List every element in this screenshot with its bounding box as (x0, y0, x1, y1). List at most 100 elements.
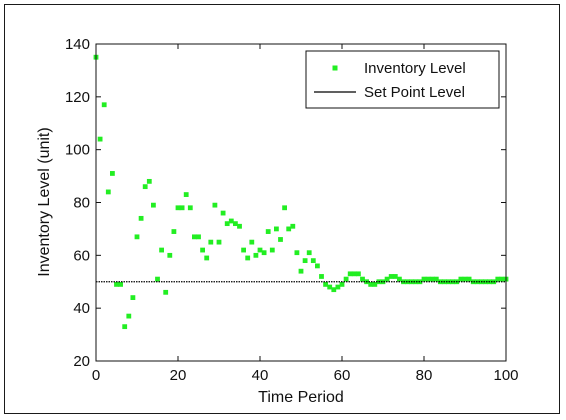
y-tick-label: 80 (73, 195, 90, 212)
data-point (228, 218, 234, 224)
data-point (208, 239, 214, 245)
data-point (323, 281, 328, 287)
data-point (118, 281, 123, 287)
legend: Inventory Level Set Point Level (305, 50, 500, 109)
data-point (159, 247, 164, 253)
x-tick-label: 0 (92, 367, 100, 384)
data-point (175, 205, 181, 211)
data-point (339, 281, 345, 287)
data-point (298, 268, 304, 274)
data-point (499, 276, 505, 282)
data-point (388, 274, 394, 279)
data-point (421, 276, 427, 282)
data-point (167, 252, 173, 258)
data-point (397, 276, 402, 282)
data-point (458, 276, 464, 282)
data-point (97, 136, 103, 142)
data-point (462, 276, 468, 282)
data-point (257, 247, 263, 253)
data-point (470, 279, 476, 285)
data-point (114, 281, 119, 287)
data-point (429, 276, 435, 282)
x-axis-label: Time Period (258, 389, 344, 406)
data-point (368, 281, 374, 287)
x-tick-label: 60 (334, 367, 351, 384)
data-point (282, 205, 287, 211)
data-point (101, 102, 107, 108)
y-tick-label: 120 (65, 89, 90, 106)
data-point (335, 284, 341, 290)
data-point (425, 276, 431, 282)
data-point (356, 271, 361, 277)
data-point (274, 226, 279, 232)
data-point (392, 274, 398, 279)
data-point (146, 178, 152, 184)
chart-marks (93, 54, 509, 330)
y-tick-label: 20 (73, 353, 90, 370)
data-point (110, 171, 115, 176)
data-point (183, 192, 189, 197)
data-point (171, 229, 177, 234)
data-point (438, 279, 443, 285)
x-tick-label: 80 (416, 367, 433, 384)
data-point (380, 279, 386, 285)
data-point (466, 276, 472, 282)
data-point (241, 247, 246, 253)
x-tick-label: 20 (170, 367, 187, 384)
data-point (384, 276, 390, 282)
data-point (200, 247, 205, 253)
data-point (253, 252, 259, 258)
data-point (286, 226, 292, 232)
data-point (130, 295, 136, 300)
data-point (142, 184, 148, 190)
data-point (134, 234, 140, 240)
data-point (315, 263, 320, 269)
y-tick-label: 140 (65, 36, 90, 53)
data-point (302, 258, 308, 264)
data-point (163, 289, 169, 295)
data-point (483, 279, 488, 285)
data-point (290, 223, 296, 229)
y-tick-label: 100 (65, 142, 90, 159)
data-point (278, 237, 283, 242)
data-point (105, 189, 111, 195)
data-point (212, 202, 218, 208)
data-point (413, 279, 419, 285)
data-point (151, 202, 156, 208)
data-point (327, 284, 333, 290)
legend-label: Inventory Level (364, 60, 466, 77)
y-tick-label: 60 (73, 247, 90, 264)
data-point (179, 205, 185, 211)
data-point (360, 276, 365, 282)
data-point (155, 276, 160, 282)
data-point (331, 287, 337, 293)
data-point (310, 258, 316, 264)
data-point (450, 279, 456, 285)
data-point (138, 215, 144, 221)
data-point (196, 234, 201, 240)
data-point (294, 250, 300, 256)
data-point (245, 255, 251, 261)
data-point (220, 210, 226, 216)
legend-marker-swatch (332, 65, 338, 71)
data-point (495, 276, 501, 282)
legend-box (305, 50, 500, 109)
data-point (261, 250, 267, 256)
data-point (249, 239, 255, 245)
data-point (433, 276, 439, 282)
x-tick-label: 100 (493, 367, 518, 384)
data-point (319, 274, 324, 279)
data-point (204, 255, 210, 261)
data-point (343, 276, 349, 282)
data-point (347, 271, 353, 277)
legend-label: Set Point Level (364, 84, 465, 101)
data-point (269, 247, 275, 253)
data-point (216, 239, 222, 245)
data-point (122, 324, 128, 330)
data-point (192, 234, 197, 240)
data-point (372, 281, 378, 287)
x-tick-label: 40 (252, 367, 269, 384)
data-point (306, 250, 312, 256)
